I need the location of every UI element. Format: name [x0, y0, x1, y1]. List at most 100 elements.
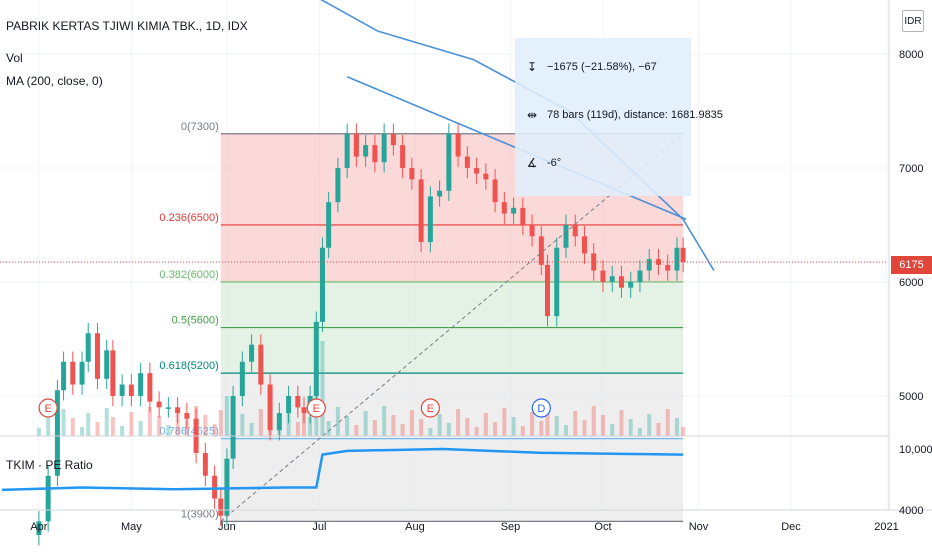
volume-bar	[218, 410, 223, 436]
volume-bar	[563, 425, 568, 436]
candle-body	[212, 475, 218, 499]
fib-level-label: 0.236(6500)	[159, 212, 218, 224]
volume-bar	[391, 415, 396, 436]
volume-bar	[70, 418, 75, 436]
price-tick-label: 8000	[899, 49, 923, 61]
volume-bar	[326, 421, 331, 436]
candle-body	[581, 236, 587, 254]
volume-bar	[502, 408, 507, 436]
angle-icon: ∡	[526, 156, 538, 170]
volume-bar	[175, 411, 180, 436]
candle-body	[85, 333, 91, 362]
event-marker-label: E	[313, 403, 320, 415]
price-tick-label: 4000	[899, 505, 923, 517]
candle-body	[637, 270, 643, 282]
measure-diagonal	[220, 133, 684, 522]
volume-bar	[400, 424, 405, 436]
fib-level-label: 0.786(4625)	[159, 426, 218, 438]
price-tick-label: 5000	[899, 391, 923, 403]
event-marker-label: E	[427, 403, 434, 415]
volume-bar	[95, 422, 100, 436]
volume-bar	[610, 424, 615, 436]
volume-bar	[86, 413, 91, 436]
candle-body	[363, 145, 369, 157]
candle-body	[381, 133, 387, 163]
candle-body	[258, 344, 264, 385]
volume-bar	[474, 427, 479, 436]
time-tick-label: Sep	[501, 521, 521, 533]
ma-label: MA (200, close, 0)	[6, 74, 103, 88]
candle-body	[544, 264, 550, 317]
candle-body	[128, 384, 134, 396]
volume-bar	[456, 409, 461, 436]
time-tick-label: Nov	[689, 521, 709, 533]
candle-body	[295, 395, 301, 408]
candle-body	[554, 247, 560, 317]
volume-bar	[681, 427, 686, 436]
candle-body	[218, 498, 224, 516]
candles	[36, 123, 686, 546]
volume-bar	[258, 409, 263, 436]
candle-body	[591, 253, 597, 271]
candle-body	[224, 458, 230, 516]
measure-bars-distance: 78 bars (119d), distance: 1681.9835	[547, 109, 723, 121]
volume-bar	[240, 414, 245, 436]
candle-body	[609, 276, 615, 282]
pe-ratio-label: TKIM · PE Ratio	[6, 458, 93, 472]
volume-bar	[591, 406, 596, 436]
last-price-tag: 6175	[891, 256, 932, 274]
candle-body	[400, 145, 406, 168]
candle-body	[680, 247, 686, 262]
volume-bar	[203, 415, 208, 436]
volume-bars	[36, 341, 686, 436]
fib-zone	[220, 438, 684, 522]
candle-body	[628, 281, 634, 288]
time-tick-label: Aug	[405, 521, 425, 533]
volume-bar	[104, 408, 109, 436]
time-tick-label: 2021	[874, 521, 898, 533]
fib-level-label: 0.382(6000)	[159, 269, 218, 281]
candle-body	[501, 202, 507, 214]
volume-bar	[295, 422, 300, 436]
candle-body	[344, 133, 350, 168]
date-range-icon: ⇹	[526, 108, 538, 122]
volume-bar	[46, 414, 51, 436]
candle-body	[54, 390, 60, 476]
event-marker	[531, 398, 551, 418]
pe-ratio-pane	[0, 435, 888, 492]
fib-zone	[220, 281, 684, 328]
candle-body	[409, 167, 415, 180]
fib-level-label: 0(7300)	[181, 121, 219, 133]
candle-body	[511, 207, 517, 214]
candle-body	[455, 133, 461, 157]
candle-body	[165, 407, 171, 409]
candle-body	[437, 190, 443, 197]
event-marker	[38, 398, 58, 418]
measure-tooltip: ↧ −1675 (−21.58%), −67 ⇹ 78 bars (119d),…	[515, 38, 723, 196]
volume-bar	[628, 419, 633, 436]
candle-body	[646, 259, 652, 271]
candle-body	[184, 413, 190, 419]
candle-body	[70, 361, 76, 385]
event-marker-label: D	[537, 403, 545, 415]
candle-body	[138, 373, 144, 396]
candle-body	[372, 145, 378, 163]
volume-bar	[286, 413, 291, 436]
currency-button[interactable]: IDR	[902, 10, 924, 32]
candle-body	[446, 133, 452, 191]
volume-bar	[582, 420, 587, 436]
price-range-icon: ↧	[526, 60, 538, 74]
candle-body	[538, 236, 544, 265]
volume-bar	[656, 423, 661, 436]
candle-body	[319, 247, 325, 322]
candle-body	[313, 321, 319, 396]
volume-bar	[224, 396, 229, 436]
pe-ratio-line	[1, 447, 684, 492]
volume-label: Vol	[6, 51, 23, 65]
time-tick-label: Dec	[781, 521, 801, 533]
candle-body	[418, 179, 424, 243]
volume-bar	[573, 411, 578, 436]
volume-bar	[363, 411, 368, 436]
